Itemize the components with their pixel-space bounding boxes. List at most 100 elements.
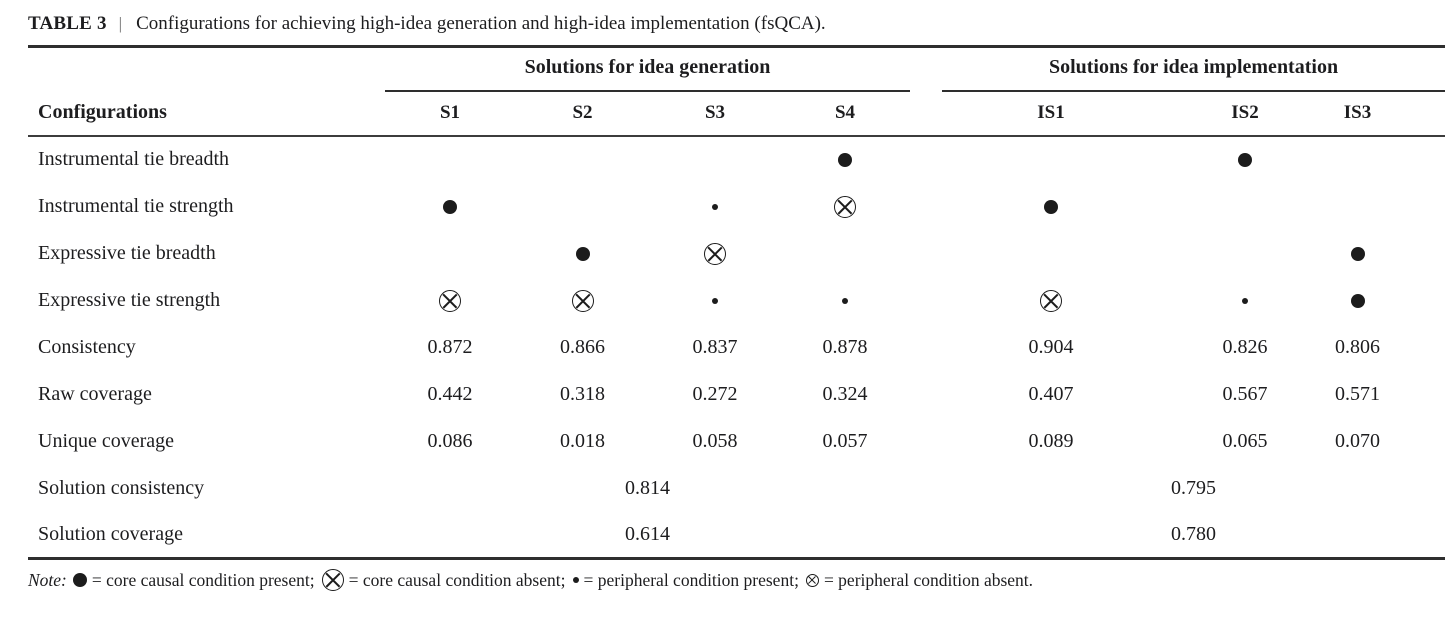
column-gap (910, 230, 942, 277)
row-label: Consistency (38, 335, 136, 358)
column-header-is3: IS3 (1330, 90, 1446, 137)
symbol-cell (515, 183, 650, 230)
symbol-cell (780, 136, 910, 183)
group-header-idea-implementation: Solutions for idea implementation (942, 46, 1446, 92)
core-present-symbol (575, 246, 590, 261)
column-gap (910, 90, 943, 137)
column-gap (910, 324, 942, 371)
core-absent-symbol (834, 195, 856, 218)
group-header-row: Solutions for idea generation Solutions … (28, 46, 1446, 92)
row-label: Unique coverage (38, 429, 175, 452)
core-present-symbol (1350, 293, 1365, 308)
caption-separator-bar: | (118, 14, 123, 33)
row-label: Solution coverage (28, 511, 385, 560)
column-gap (910, 277, 942, 324)
column-header-s4: S4 (780, 90, 911, 137)
value-cell: 0.058 (692, 429, 738, 452)
solution-value-generation: 0.814 (625, 476, 670, 499)
core-absent-symbol (1040, 289, 1063, 312)
note-item-text: = peripheral condition present; (583, 569, 799, 590)
symbol-cell (1160, 183, 1330, 230)
column-header-is1: IS1 (942, 90, 1161, 137)
column-gap (910, 418, 942, 465)
column-gap (910, 465, 942, 512)
core-absent-symbol (439, 289, 461, 312)
value-cell: 0.057 (822, 429, 868, 452)
row-label: Solution consistency (38, 476, 205, 499)
table-caption-text: Configurations for achieving high-idea g… (136, 13, 826, 34)
row-label: Expressive tie strength (38, 288, 221, 311)
note-item: = peripheral condition absent. (804, 570, 1033, 590)
note-item-text: = core causal condition present; (91, 569, 315, 590)
value-cell: 0.018 (560, 429, 605, 452)
symbol-cell (385, 136, 515, 183)
symbol-cell (650, 136, 780, 183)
value-cell: 0.318 (560, 382, 605, 405)
table-caption: TABLE 3 | Configurations for achieving hig… (28, 12, 1442, 45)
note-item-text: = peripheral condition absent. (823, 569, 1034, 590)
core-absent-symbol (571, 289, 594, 312)
column-gap (910, 511, 943, 560)
core-present-symbol (838, 153, 852, 168)
value-cell: 0.089 (1028, 429, 1074, 452)
table-number: TABLE 3 (28, 13, 107, 34)
peripheral-present-symbol (712, 297, 718, 304)
value-cell: 0.571 (1335, 382, 1381, 405)
symbol-cell (1330, 230, 1445, 277)
symbol-cell (942, 136, 1160, 183)
row-label: Instrumental tie breadth (38, 148, 230, 170)
value-cell: 0.904 (1028, 335, 1074, 358)
note-label: Note: (28, 569, 67, 590)
symbol-cell (1160, 136, 1330, 183)
symbol-cell (780, 230, 910, 277)
solution-value-generation: 0.614 (385, 511, 911, 560)
table-row: Instrumental tie strength (28, 183, 1445, 230)
value-cell: 0.806 (1335, 335, 1381, 358)
symbol-cell (385, 277, 515, 324)
column-gap (910, 183, 942, 230)
table-note: Note: = core causal condition present; = c… (28, 569, 1442, 594)
column-gap (910, 47, 942, 91)
table-row: Solution coverage 0.614 0.780 (28, 511, 1446, 560)
core-present-symbol (1044, 199, 1059, 214)
value-cell: 0.407 (1028, 382, 1074, 405)
symbol-cell (515, 277, 650, 324)
column-header-s2: S2 (515, 90, 650, 137)
table-row: Consistency 0.872 0.866 0.837 0.878 0.90… (28, 324, 1445, 371)
value-cell: 0.086 (427, 429, 473, 452)
value-cell: 0.837 (692, 335, 738, 358)
column-gap (910, 136, 942, 183)
row-label: Raw coverage (38, 382, 152, 405)
fsqca-configurations-table: Solutions for idea generation Solutions … (28, 45, 1446, 560)
value-cell: 0.324 (822, 382, 868, 405)
value-cell: 0.070 (1335, 429, 1381, 452)
core-present-symbol (1238, 153, 1253, 168)
core-absent-symbol (704, 242, 726, 265)
symbol-cell (650, 230, 780, 277)
column-header-row: Configurations S1 S2 S3 S4 IS1 IS2 IS3 (28, 90, 1446, 137)
row-label: Expressive tie breadth (38, 241, 216, 264)
paper-table-page: TABLE 3 | Configurations for achieving hig… (0, 12, 1456, 619)
value-cell: 0.866 (560, 335, 605, 358)
value-cell: 0.878 (822, 335, 868, 358)
column-gap (910, 371, 942, 418)
table-row: Instrumental tie breadth (28, 136, 1445, 183)
column-header-s1: S1 (385, 90, 515, 137)
peripheral-present-symbol (712, 203, 718, 210)
value-cell: 0.826 (1222, 335, 1268, 358)
solution-value-implementation: 0.795 (1171, 476, 1217, 499)
symbol-cell (515, 230, 650, 277)
peripheral-absent-symbol (805, 573, 819, 587)
value-cell: 0.065 (1222, 429, 1268, 452)
symbol-cell (942, 277, 1160, 324)
symbol-cell (1330, 183, 1445, 230)
symbol-cell (1330, 277, 1445, 324)
symbol-cell (650, 183, 780, 230)
peripheral-present-symbol (842, 297, 848, 304)
peripheral-present-symbol (1242, 297, 1249, 304)
symbol-cell (780, 183, 910, 230)
note-item: = peripheral condition present; (571, 570, 799, 590)
column-header-s3: S3 (650, 90, 780, 137)
table-row: Solution consistency 0.814 0.795 (28, 465, 1445, 512)
spacer-cell (28, 47, 385, 91)
